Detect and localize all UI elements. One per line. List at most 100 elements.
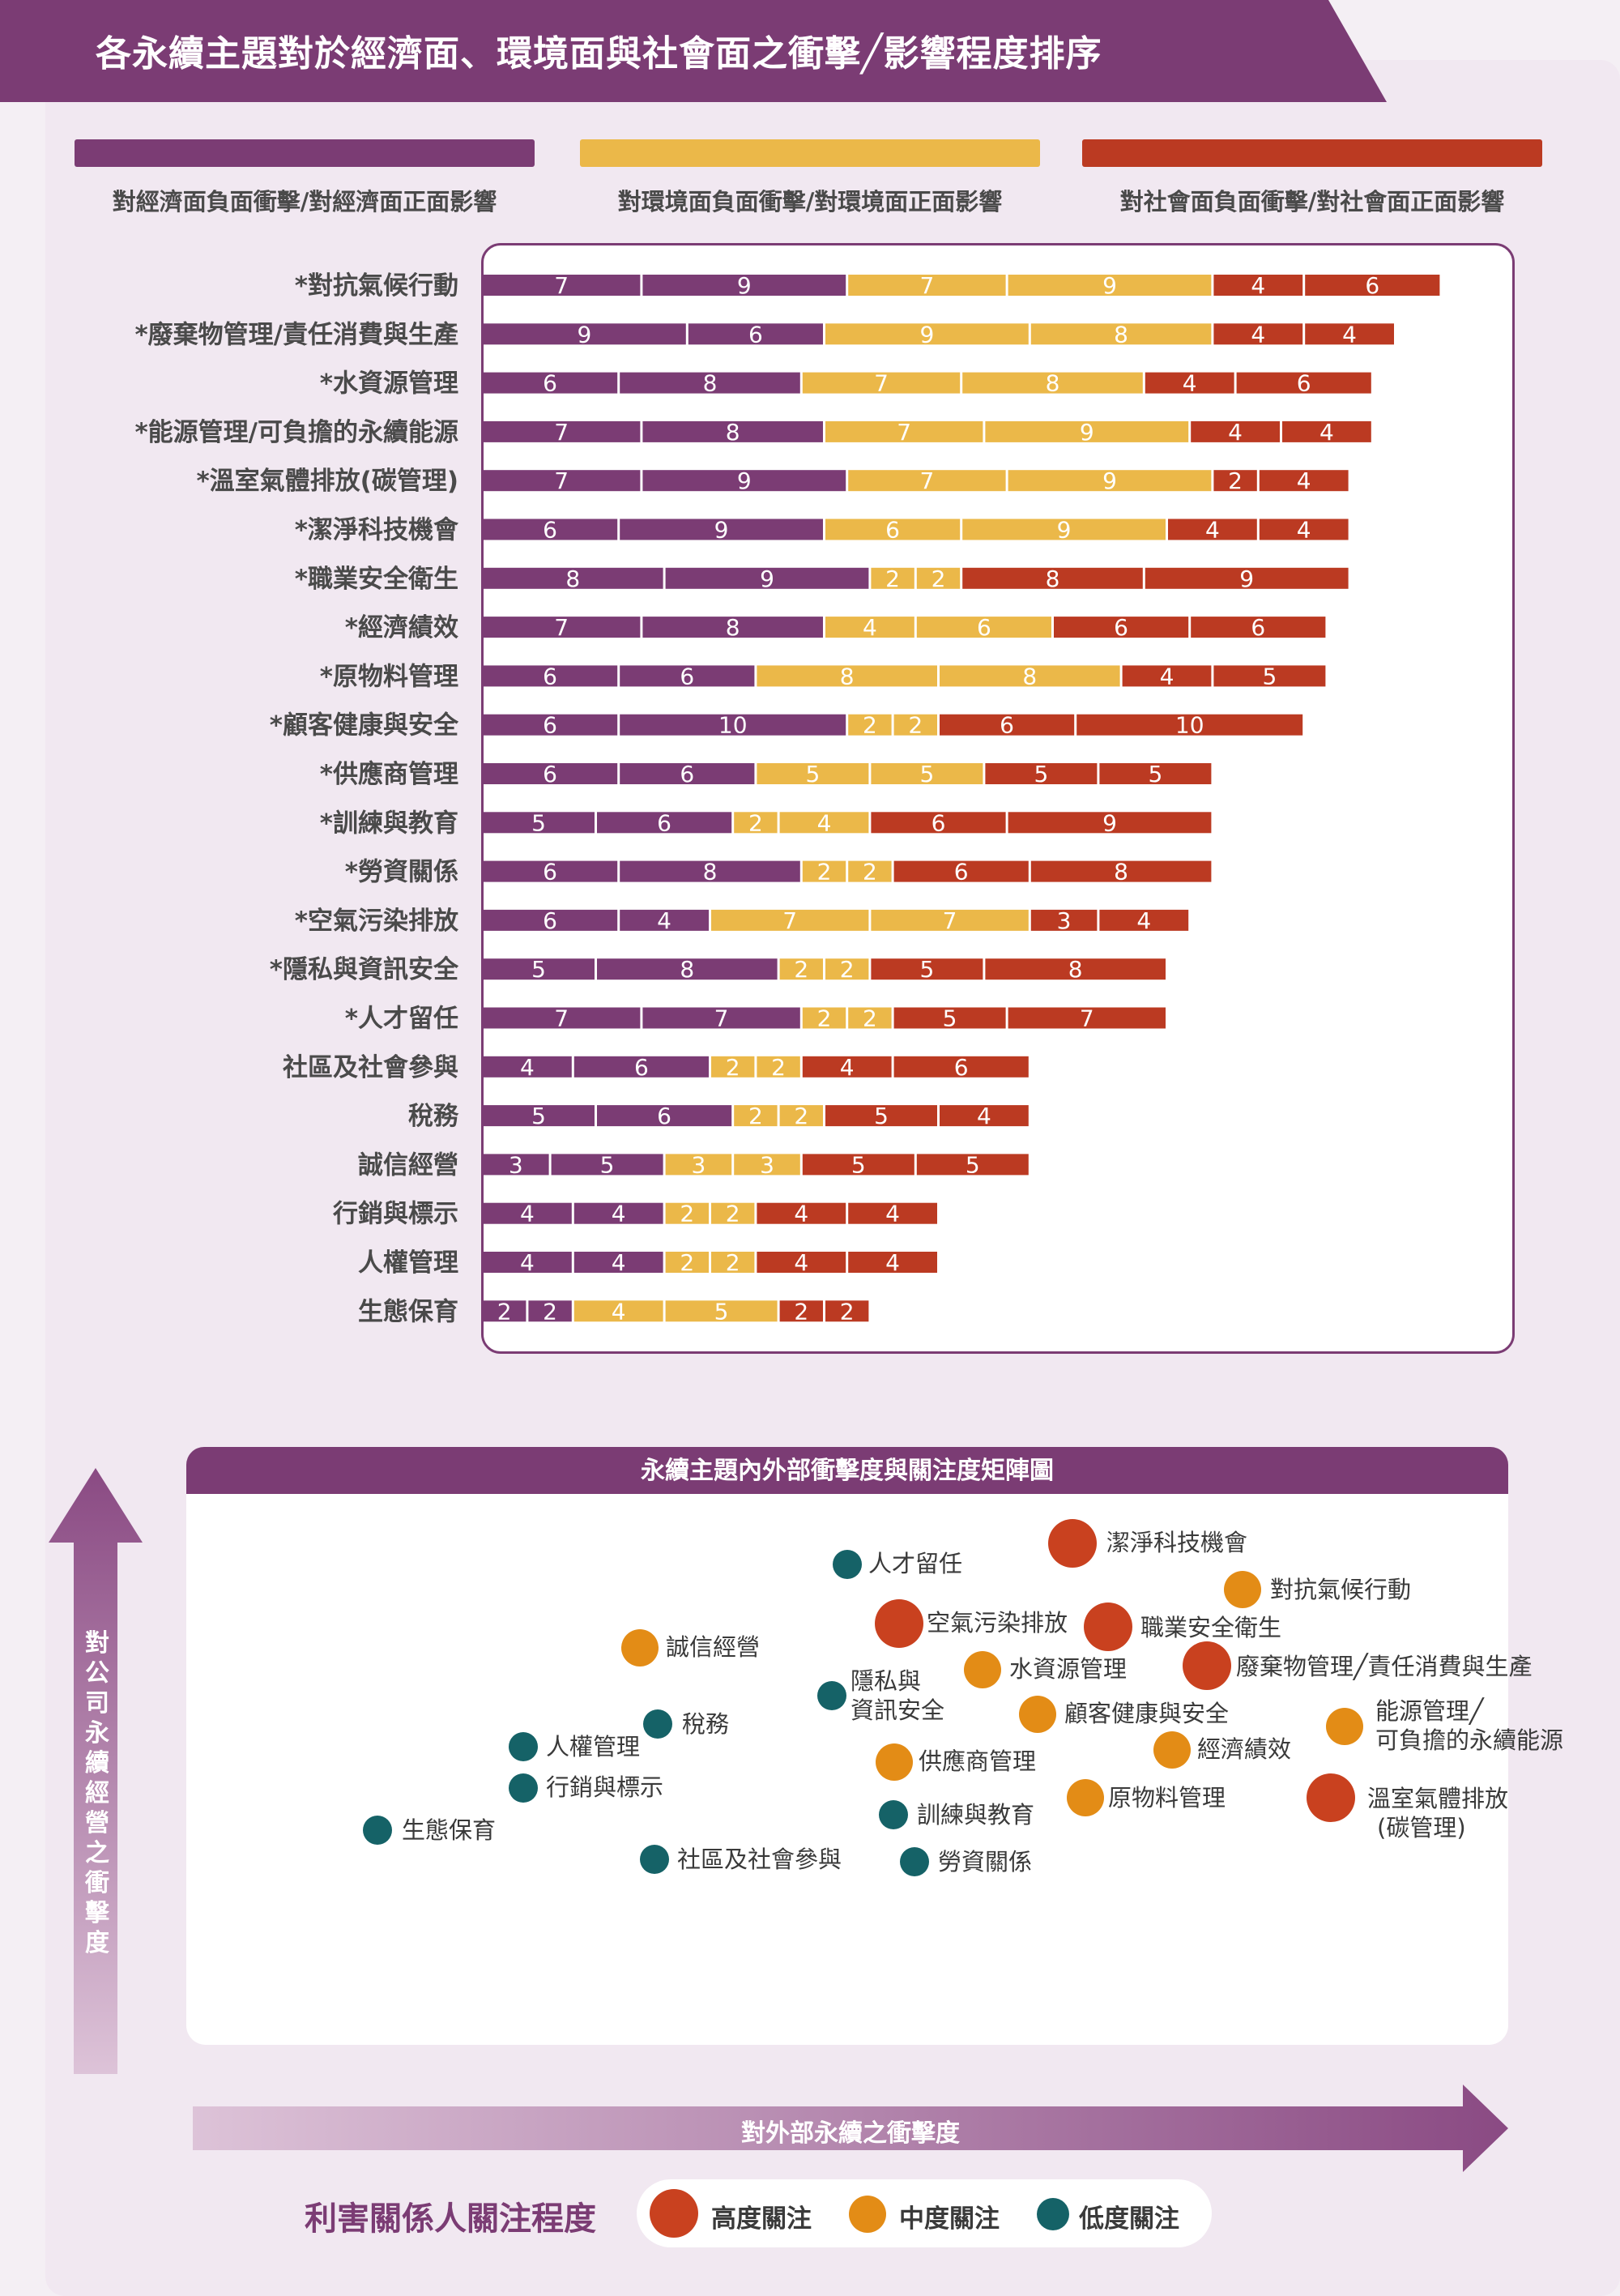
bar-segment	[1213, 275, 1303, 296]
bar-segment	[483, 420, 641, 442]
bar-segment	[893, 860, 1029, 882]
bar-segment	[528, 1300, 572, 1322]
bar-segment-value: 4	[1319, 419, 1334, 446]
bar-segment-value: 4	[1205, 517, 1220, 544]
bar-segment-value: 2	[817, 859, 832, 886]
bar-segment	[1030, 860, 1212, 882]
bar-segment	[483, 714, 618, 736]
bar-segment-value: 2	[932, 565, 946, 592]
bar-segment	[825, 1300, 869, 1322]
category-label: *水資源管理	[320, 369, 458, 399]
bar-segment	[962, 372, 1143, 394]
bar-segment-value: 8	[840, 663, 855, 689]
bar-segment	[1054, 617, 1189, 638]
bar-segment-value: 5	[943, 1005, 957, 1032]
bar-segment-value: 8	[703, 370, 718, 397]
bar-segment-value: 6	[1297, 370, 1311, 397]
bar-segment	[871, 763, 983, 784]
category-label: *人才留任	[345, 1005, 458, 1034]
bar-segment	[597, 1105, 732, 1127]
bar-segment	[985, 420, 1189, 442]
matrix-bubble	[509, 1773, 538, 1803]
bar-segment-value: 4	[1228, 419, 1243, 446]
bar-segment-value: 6	[543, 761, 557, 787]
bar-segment-value: 5	[1034, 761, 1048, 787]
bar-segment	[642, 275, 846, 296]
bar-segment-value: 2	[840, 1298, 855, 1325]
bar-segment-value: 6	[954, 1054, 969, 1081]
bar-segment-value: 4	[794, 1249, 808, 1276]
bar-segment	[1030, 323, 1212, 345]
bar-segment	[757, 763, 869, 784]
bar-segment	[1008, 275, 1212, 296]
bar-segment-value: 6	[1365, 272, 1379, 299]
bar-segment-value: 7	[714, 1005, 729, 1032]
bar-segment	[642, 470, 846, 492]
bar-segment	[1122, 665, 1212, 687]
bar-segment-value: 6	[543, 517, 557, 544]
bar-segment-value: 2	[863, 859, 877, 886]
bar-segment-value: 8	[1114, 859, 1128, 886]
bar-segment	[916, 567, 961, 589]
bar-segment	[893, 1056, 1029, 1078]
bar-segment-value: 7	[782, 907, 797, 934]
matrix-bubble	[1307, 1773, 1355, 1822]
bar-segment	[1008, 470, 1212, 492]
bar-segment-value: 7	[919, 272, 934, 299]
bar-segment-value: 5	[1262, 663, 1277, 689]
bar-segment-value: 2	[726, 1054, 740, 1081]
bar-segment-value: 4	[817, 809, 832, 836]
matrix-bubble	[621, 1629, 659, 1667]
bar-segment-value: 6	[680, 663, 694, 689]
bar-segment-value: 6	[932, 809, 946, 836]
bar-segment-value: 9	[1102, 809, 1117, 836]
bar-segment-value: 9	[714, 517, 729, 544]
bar-segment-value: 7	[1080, 1005, 1094, 1032]
legend-label-high: 高度關注	[711, 2204, 812, 2234]
bar-segment-value: 9	[737, 272, 752, 299]
matrix-bubble-label: 水資源管理	[1009, 1655, 1128, 1683]
matrix-bubble-label: 顧客健康與安全	[1064, 1700, 1230, 1727]
bar-segment	[483, 323, 686, 345]
bar-segment-value: 2	[726, 1249, 740, 1276]
bar-segment-value: 4	[1297, 517, 1311, 544]
bar-segment	[734, 1105, 778, 1127]
matrix-bubble-label: 誠信經營	[666, 1633, 761, 1661]
bar-segment-value: 9	[1239, 565, 1254, 592]
matrix-bubble	[876, 1743, 913, 1781]
bar-segment-value: 5	[714, 1298, 729, 1325]
matrix-bubble-label: 原物料管理	[1108, 1784, 1226, 1812]
matrix-bubble-label: 稅務	[682, 1710, 730, 1738]
matrix-bubble-label: 人才留任	[868, 1550, 963, 1577]
matrix-bubble-label: 人權管理	[546, 1733, 641, 1760]
category-label: *供應商管理	[320, 760, 458, 789]
matrix-bubble	[1224, 1571, 1261, 1608]
bar-segment	[985, 958, 1166, 980]
bar-segment	[483, 470, 641, 492]
bar-segment	[1282, 420, 1371, 442]
bar-segment	[1213, 323, 1303, 345]
category-label: 生態保育	[358, 1297, 458, 1326]
bar-segment	[665, 1202, 709, 1224]
bar-segment	[848, 860, 892, 882]
bar-segment	[825, 323, 1029, 345]
matrix-bubble	[1183, 1641, 1231, 1690]
bar-segment	[871, 812, 1006, 834]
category-label: *隱私與資訊安全	[270, 955, 459, 984]
bar-segment	[940, 1105, 1029, 1127]
bar-segment-value: 9	[1080, 419, 1094, 446]
attention-legend-box	[637, 2179, 1212, 2247]
bar-segment-value: 2	[680, 1249, 694, 1276]
bar-segment-value: 2	[726, 1201, 740, 1227]
legend-dot-low	[1037, 2198, 1069, 2230]
bar-segment	[825, 519, 961, 540]
bar-segment-value: 4	[1297, 467, 1311, 494]
bar-segment-value: 9	[1102, 467, 1117, 494]
bar-segment	[848, 1007, 892, 1029]
bar-segment	[802, 1154, 914, 1176]
bar-segment-value: 2	[863, 1005, 877, 1032]
bar-segment	[483, 665, 618, 687]
matrix-bubble-label: 對抗氣候行動	[1270, 1576, 1412, 1603]
bar-segment	[483, 1202, 572, 1224]
